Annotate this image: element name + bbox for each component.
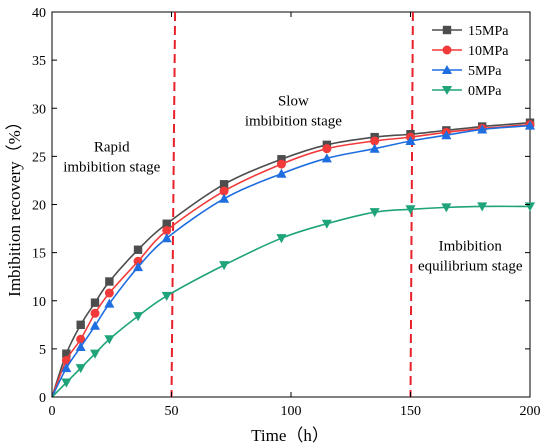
legend-label: 10MPa — [468, 44, 509, 59]
data-point-0mpa — [133, 312, 144, 322]
stage-annotation-text: imbibition stage — [245, 113, 342, 129]
data-point-0mpa — [321, 219, 332, 229]
data-point-5mpa — [219, 193, 230, 203]
legend-label: 0MPa — [468, 84, 502, 99]
data-point-10mpa — [219, 186, 229, 196]
data-point-5mpa — [75, 341, 86, 351]
data-point-5mpa — [321, 153, 332, 163]
data-point-0mpa — [75, 364, 86, 374]
data-point-15mpa — [219, 180, 229, 189]
legend-item-15mpa: 15MPa — [432, 24, 509, 39]
stage-annotation-text: equilibrium stage — [418, 259, 523, 275]
data-point-5mpa — [477, 124, 488, 134]
data-point-5mpa — [369, 143, 380, 153]
x-tick-label: 150 — [400, 404, 421, 419]
y-tick-label: 15 — [32, 247, 46, 262]
x-tick-label: 200 — [520, 404, 541, 419]
y-tick-label: 10 — [32, 295, 46, 310]
x-tick-label: 50 — [165, 404, 179, 419]
data-point-5mpa — [89, 320, 101, 330]
data-point-10mpa — [322, 144, 332, 154]
data-point-10mpa — [90, 308, 100, 318]
legend-item-0mpa: 0MPa — [432, 84, 502, 99]
data-point-0mpa — [441, 203, 452, 213]
data-point-15mpa — [133, 245, 143, 254]
data-point-5mpa — [104, 298, 115, 308]
legend-item-10mpa: 10MPa — [432, 44, 509, 59]
y-tick-label: 0 — [39, 391, 46, 406]
data-point-15mpa — [277, 155, 286, 164]
data-point-5mpa — [441, 130, 452, 140]
legend-marker — [442, 25, 452, 35]
data-point-0mpa — [369, 208, 380, 218]
data-point-5mpa — [524, 120, 536, 130]
legend-label: 5MPa — [468, 64, 502, 79]
y-tick-label: 5 — [39, 343, 46, 358]
x-tick-label: 0 — [49, 404, 56, 419]
x-axis-title: Time（h） — [251, 426, 329, 445]
data-point-5mpa — [405, 135, 416, 146]
data-point-0mpa — [276, 234, 287, 244]
data-point-10mpa — [61, 355, 71, 365]
data-point-5mpa — [133, 262, 144, 272]
x-tick-label: 100 — [281, 404, 302, 419]
y-tick-label: 20 — [32, 199, 46, 214]
legend-item-5mpa: 5MPa — [432, 64, 502, 79]
stage-divider-line — [409, 11, 414, 398]
legend-marker — [442, 45, 452, 55]
stage-annotation-text: Rapid — [94, 140, 130, 156]
data-point-15mpa — [162, 219, 171, 228]
data-point-10mpa — [162, 225, 172, 235]
y-axis-title: Imbibition recovery（%） — [5, 113, 24, 297]
y-tick-label: 35 — [32, 54, 46, 69]
data-point-0mpa — [89, 349, 101, 359]
legend-marker — [441, 85, 453, 96]
legend-marker — [441, 64, 453, 75]
data-point-10mpa — [76, 334, 86, 344]
stage-annotation-text: Imbibition — [439, 239, 503, 255]
data-point-15mpa — [105, 277, 114, 286]
series-10mpa — [51, 120, 535, 398]
y-tick-label: 25 — [32, 150, 46, 165]
data-point-0mpa — [104, 335, 115, 345]
y-tick-label: 30 — [32, 102, 46, 117]
data-point-15mpa — [90, 298, 100, 307]
data-point-10mpa — [370, 136, 380, 146]
data-point-0mpa — [61, 378, 72, 388]
data-point-0mpa — [219, 261, 230, 271]
data-point-10mpa — [104, 288, 114, 298]
stage-annotation-text: imbibition stage — [63, 160, 160, 176]
y-tick-label: 40 — [32, 6, 46, 21]
data-point-5mpa — [61, 363, 72, 373]
series-0mpa — [51, 202, 536, 398]
data-point-0mpa — [405, 205, 416, 215]
stage-divider-line — [170, 11, 177, 398]
data-point-0mpa — [477, 202, 488, 212]
data-point-15mpa — [76, 320, 85, 330]
data-point-5mpa — [161, 233, 172, 243]
series-5mpa — [51, 120, 536, 398]
legend-label: 15MPa — [468, 24, 509, 39]
data-point-5mpa — [276, 168, 287, 178]
data-point-10mpa — [276, 159, 286, 169]
stage-annotation-text: Slow — [278, 93, 309, 109]
series-line-0mpa — [51, 205, 531, 398]
data-point-15mpa — [62, 349, 71, 358]
data-point-0mpa — [161, 291, 172, 301]
